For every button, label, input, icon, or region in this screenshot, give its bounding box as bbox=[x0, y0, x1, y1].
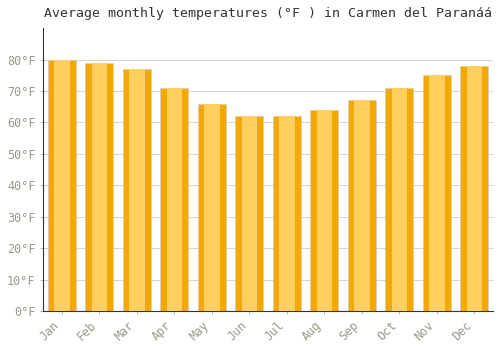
Bar bbox=[242, 116, 257, 311]
Bar bbox=[310, 110, 338, 311]
Bar bbox=[92, 63, 107, 311]
Bar bbox=[123, 69, 151, 311]
Bar bbox=[392, 88, 407, 311]
Bar bbox=[354, 100, 370, 311]
Bar bbox=[129, 69, 144, 311]
Bar bbox=[166, 88, 182, 311]
Bar bbox=[348, 100, 376, 311]
Bar bbox=[48, 60, 76, 311]
Bar bbox=[204, 104, 220, 311]
Bar bbox=[86, 63, 114, 311]
Bar bbox=[54, 60, 70, 311]
Title: Average monthly temperatures (°F ) in Carmen del Paranáá: Average monthly temperatures (°F ) in Ca… bbox=[44, 7, 492, 20]
Bar bbox=[460, 66, 488, 311]
Bar bbox=[160, 88, 188, 311]
Bar bbox=[198, 104, 226, 311]
Bar bbox=[316, 110, 332, 311]
Bar bbox=[236, 116, 264, 311]
Bar bbox=[385, 88, 414, 311]
Bar bbox=[273, 116, 301, 311]
Bar bbox=[429, 75, 444, 311]
Bar bbox=[279, 116, 294, 311]
Bar bbox=[422, 75, 451, 311]
Bar bbox=[466, 66, 482, 311]
